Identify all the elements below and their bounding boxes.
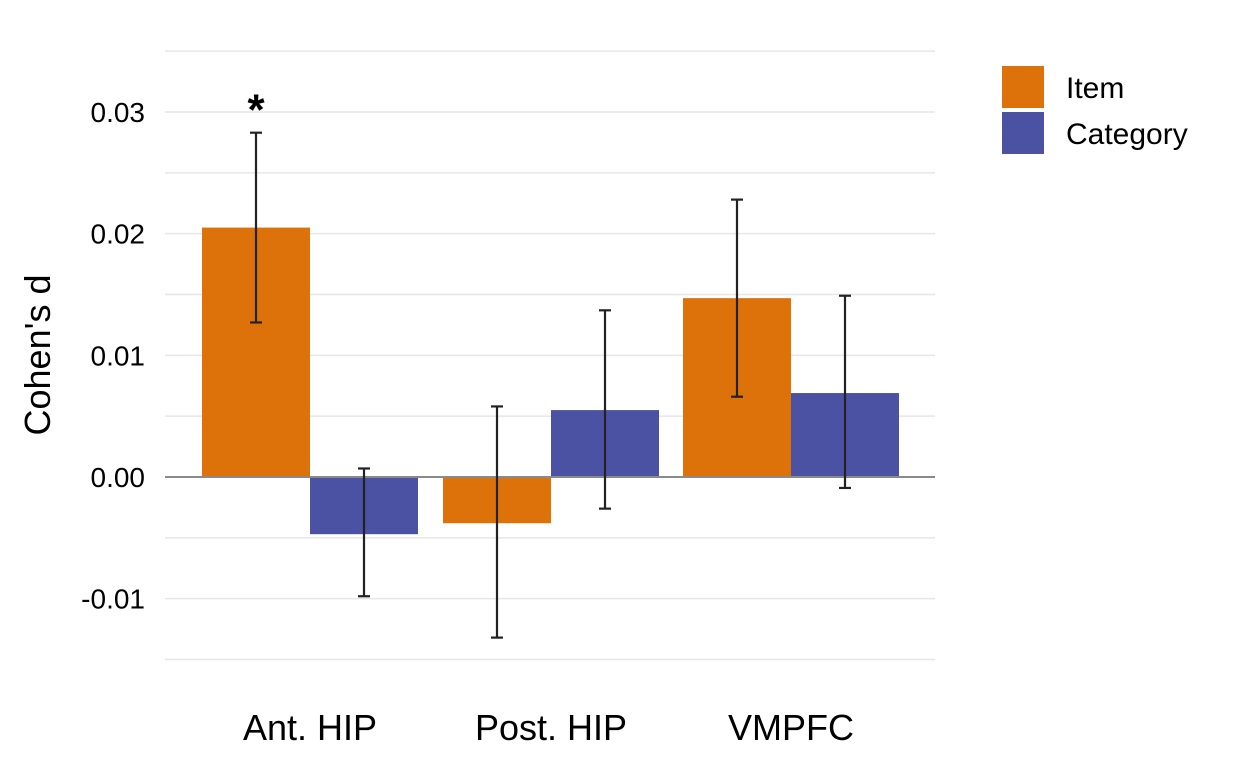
y-tick-label: 0.03: [91, 97, 146, 128]
error-bars: [250, 131, 851, 639]
y-tick-label: 0.00: [91, 462, 146, 493]
y-tick-label: 0.01: [91, 340, 146, 371]
error-bar: [731, 198, 743, 398]
legend-label: Item: [1066, 72, 1124, 105]
legend: Item Category: [1002, 66, 1188, 154]
bars: [202, 227, 899, 535]
x-category-label: Post. HIP: [475, 707, 627, 748]
error-bar: [250, 131, 262, 324]
annotations: *: [247, 86, 265, 135]
legend-swatch: [1002, 66, 1044, 108]
error-bar: [358, 467, 370, 598]
y-tick-label: -0.01: [81, 584, 145, 615]
y-tick-labels: -0.01 0.00 0.01 0.02 0.03: [81, 97, 145, 615]
error-bar: [491, 405, 503, 639]
x-category-label: Ant. HIP: [243, 707, 377, 748]
legend-label: Category: [1066, 118, 1188, 151]
error-bar: [599, 309, 611, 510]
significance-star: *: [247, 86, 265, 135]
legend-swatch: [1002, 112, 1044, 154]
x-category-label: VMPFC: [728, 707, 854, 748]
x-category-labels: Ant. HIP Post. HIP VMPFC: [243, 707, 854, 748]
y-axis-title: Cohen's d: [17, 275, 58, 436]
error-bar: [839, 294, 851, 490]
y-tick-label: 0.02: [91, 219, 146, 250]
